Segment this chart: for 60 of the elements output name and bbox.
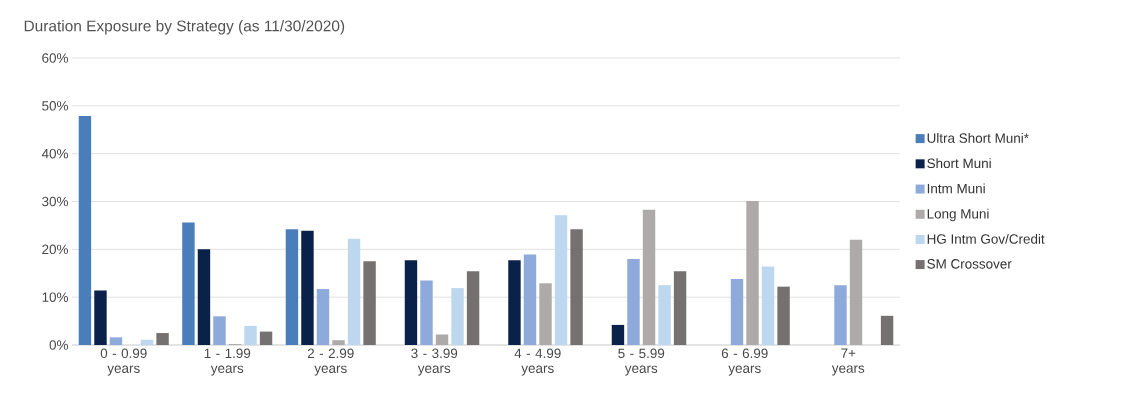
bar [880, 315, 894, 345]
bar [466, 271, 480, 345]
bar [435, 334, 449, 345]
bar [78, 115, 92, 345]
bar [332, 340, 345, 345]
bar [259, 331, 273, 345]
bar [244, 325, 257, 345]
bar [554, 215, 568, 345]
bar [109, 337, 123, 345]
bar [539, 283, 552, 345]
y-tick-label: 30% [42, 196, 68, 207]
bar [849, 239, 863, 345]
legend-label: HG Intm Gov/Credit [927, 233, 1045, 244]
bar [363, 261, 376, 345]
legend-label: Ultra Short Muni* [927, 132, 1029, 143]
bar [420, 280, 433, 345]
bar [140, 339, 154, 345]
x-tick-label: 7+ years [831, 348, 865, 376]
y-tick-label: 60% [42, 53, 68, 63]
bar [285, 229, 299, 345]
bar [301, 230, 314, 345]
bar [658, 285, 671, 345]
x-tick-label: 2 - 2.99 years [307, 348, 354, 376]
bar [777, 286, 790, 345]
x-tick-label: 0 - 0.99 years [100, 348, 147, 376]
y-tick-label: 0% [49, 340, 68, 350]
bar [611, 324, 625, 345]
bar [627, 258, 640, 345]
bar [673, 271, 687, 345]
x-tick-label: 4 - 4.99 years [514, 348, 561, 376]
chart-title: Duration Exposure by Strategy (as 11/30/2020) [24, 20, 345, 35]
x-tick-label: 6 - 6.99 years [721, 348, 768, 376]
bar [94, 290, 107, 345]
legend-label: SM Crossover [927, 259, 1012, 269]
bar [451, 288, 464, 345]
x-tick-label: 1 - 1.99 years [204, 348, 251, 376]
bar [347, 238, 361, 345]
bar [156, 333, 169, 345]
bar [197, 249, 211, 345]
bar [642, 209, 656, 345]
x-tick-label: 5 - 5.99 years [618, 348, 665, 376]
bar [746, 201, 759, 345]
legend-label: Long Muni [927, 208, 989, 222]
bar [213, 316, 226, 345]
bar [182, 222, 195, 345]
bar [834, 285, 847, 345]
legend-label: Short Muni [927, 158, 991, 169]
bar [761, 266, 775, 345]
bar [570, 229, 583, 345]
bar [316, 289, 330, 345]
y-tick-label: 40% [41, 148, 68, 159]
bar [404, 260, 418, 345]
bar [523, 254, 537, 345]
y-tick-label: 50% [42, 101, 68, 111]
bar [508, 260, 521, 345]
y-tick-label: 20% [42, 244, 68, 255]
legend-label: Intm Muni [927, 183, 985, 194]
y-tick-label: 10% [42, 292, 68, 302]
bar [730, 278, 744, 345]
x-tick-label: 3 - 3.99 years [411, 348, 458, 376]
